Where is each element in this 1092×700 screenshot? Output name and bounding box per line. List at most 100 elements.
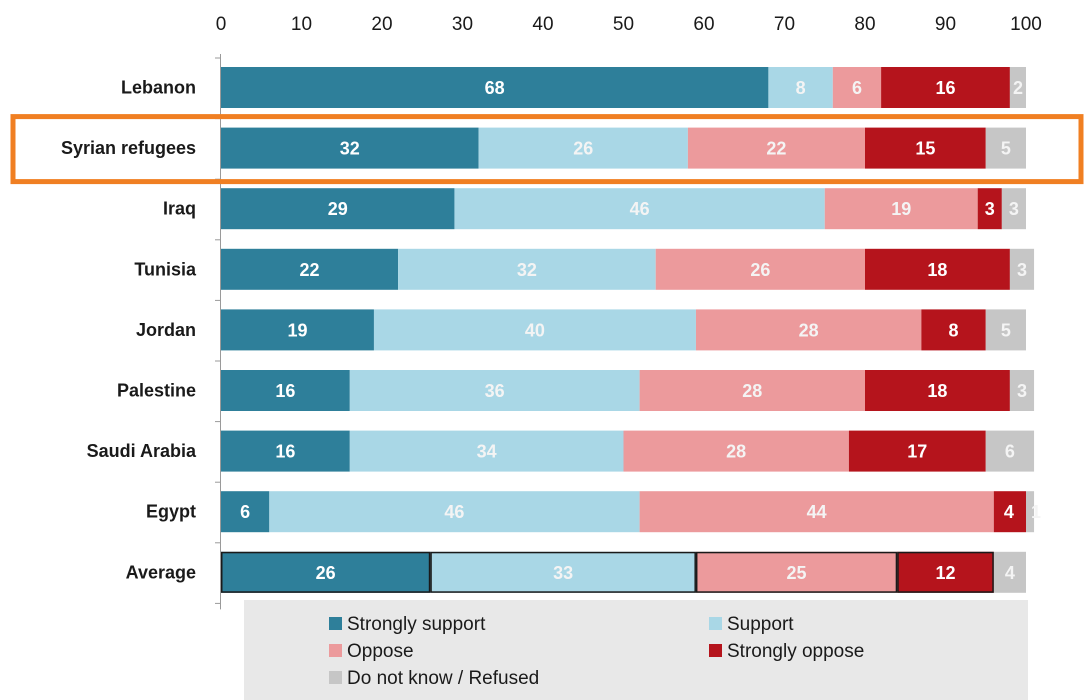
bar-oppose [695,551,898,593]
bar-do-not-know-refused [1009,370,1035,411]
bar-strongly-oppose [977,188,1002,230]
value-label-oppose: 26 [750,260,770,280]
x-tick-label: 80 [854,14,875,35]
value-label-strongly-support: 16 [275,442,295,462]
x-tick-label: 50 [613,14,634,35]
value-label-strongly-oppose: 15 [915,139,935,159]
legend-label-do-not-know-refused: Do not know / Refused [347,668,539,689]
value-label-strongly-oppose: 4 [1004,502,1014,522]
x-tick-label: 40 [532,14,553,35]
bar-support [478,127,688,169]
x-tick-label: 60 [693,14,714,35]
value-label-oppose: 44 [807,502,827,522]
value-label-do-not-know-refused: 5 [1001,320,1011,340]
bar-support [349,370,640,411]
highlight-box [10,114,1084,185]
category-label-tunisia: Tunisia [134,259,197,279]
legend-background [244,600,1028,700]
y-axis [215,54,221,610]
bar-strongly-support [221,127,479,169]
bar-support [430,551,696,593]
bar-strongly-support [221,248,399,290]
bar-outline [897,551,994,593]
value-label-do-not-know-refused: 3 [1017,381,1027,401]
value-label-strongly-support: 68 [485,78,505,98]
category-label-saudi-arabia: Saudi Arabia [87,441,197,461]
value-label-support: 8 [796,78,806,98]
value-label-strongly-support: 22 [300,260,320,280]
bar-oppose [695,309,922,351]
legend-label-strongly-support: Strongly support [347,614,486,635]
bar-oppose [687,127,865,169]
legend-label-oppose: Oppose [347,641,414,662]
value-label-oppose: 28 [726,442,746,462]
bar-do-not-know-refused [1009,248,1035,290]
bar-do-not-know-refused [1026,491,1035,533]
value-label-strongly-support: 16 [275,381,295,401]
x-tick-label: 10 [291,14,312,35]
legend-swatch-oppose [329,644,342,657]
legend: Strongly support Support Oppose Strongly op… [244,600,1028,700]
value-label-strongly-oppose: 8 [949,320,959,340]
bar-strongly-support [221,188,455,230]
value-label-support: 34 [477,442,497,462]
bar-strongly-support [221,491,270,533]
legend-swatch-do-not-know-refused [329,671,342,684]
value-label-strongly-oppose: 17 [907,442,927,462]
value-label-do-not-know-refused: 5 [1001,139,1011,159]
bar-strongly-oppose [993,491,1026,533]
bar-support [454,188,825,230]
bar-support [349,430,624,472]
bar-strongly-oppose [865,127,986,169]
value-label-oppose: 6 [852,78,862,98]
category-label-jordan: Jordan [136,320,196,340]
x-tick-label: 30 [452,14,473,35]
value-label-oppose: 28 [742,381,762,401]
legend-label-support: Support [727,614,794,635]
value-label-do-not-know-refused: 1 [1031,502,1041,522]
value-label-strongly-oppose: 18 [927,381,947,401]
legend-swatch-strongly-support [329,617,342,630]
value-label-strongly-support: 6 [240,502,250,522]
category-label-syrian-refugees: Syrian refugees [61,138,196,158]
bar-strongly-oppose [897,551,994,593]
value-label-strongly-oppose: 3 [985,199,995,219]
value-label-do-not-know-refused: 6 [1005,442,1015,462]
bar-do-not-know-refused [985,430,1035,472]
bar-strongly-support [221,430,350,472]
value-label-do-not-know-refused: 3 [1017,260,1027,280]
value-label-strongly-oppose: 12 [935,563,955,583]
value-label-strongly-support: 32 [340,139,360,159]
category-label-average: Average [126,562,196,582]
bar-support [768,67,833,108]
bar-outline [430,551,696,593]
x-tick-label: 70 [774,14,795,35]
value-label-oppose: 22 [766,139,786,159]
value-label-strongly-support: 19 [287,320,307,340]
category-label-egypt: Egypt [146,502,196,522]
bar-strongly-oppose [848,430,986,472]
x-tick-label: 0 [216,14,227,35]
value-label-support: 32 [517,260,537,280]
value-labels: 68 8 6 16 232 26 22 15 529 46 19 3 322 32 26 18 319 40 28 8… [240,78,1041,583]
value-label-oppose: 28 [799,320,819,340]
category-labels: Lebanon Syrian refugees Iraq Tunisia Jordan P… [61,78,197,583]
bar-strongly-oppose [881,67,1010,108]
bar-outline [221,551,431,593]
bar-strongly-support [221,309,374,351]
bar-strongly-support [221,370,350,411]
legend-swatch-support [709,617,722,630]
bar-do-not-know-refused [1009,67,1026,108]
bar-oppose [623,430,849,472]
bar-oppose [832,67,882,108]
bar-support [373,309,696,351]
x-axis-ticks: 0 10 20 30 40 50 60 70 80 90 100 [216,14,1042,35]
bar-oppose [824,188,978,230]
bar-strongly-oppose [865,248,1010,290]
bar-support [398,248,656,290]
bar-oppose [655,248,865,290]
value-label-do-not-know-refused: 4 [1005,563,1015,583]
bar-strongly-support [221,67,769,108]
